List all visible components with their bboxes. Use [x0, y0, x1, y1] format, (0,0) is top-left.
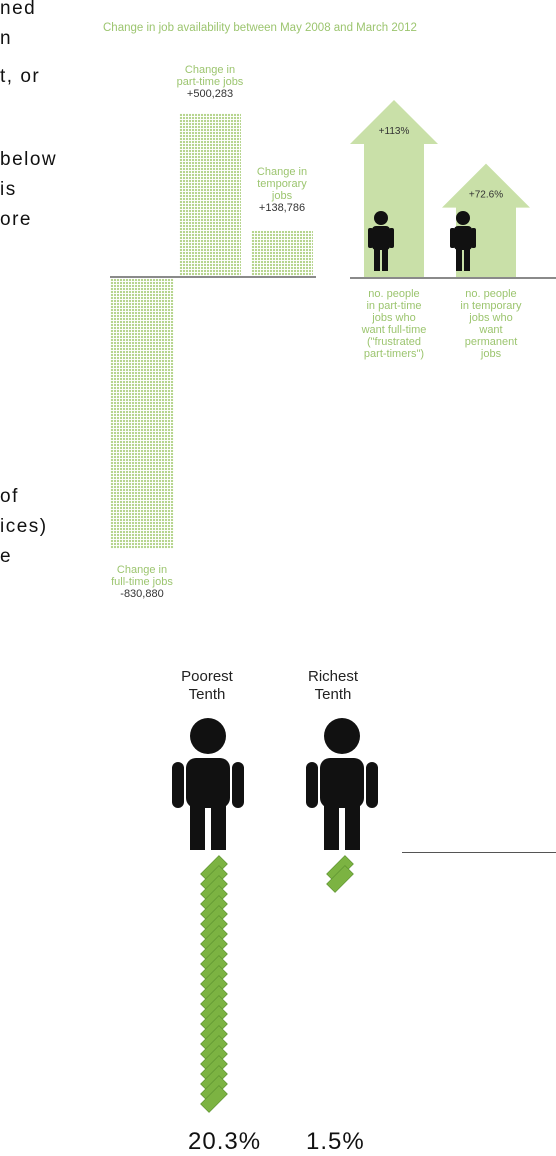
person-icon — [450, 211, 476, 271]
category-label: no. people — [465, 288, 517, 300]
arrow-category-label: no. people in part-time jobs who want fu… — [350, 288, 438, 360]
category-label: in temporary — [460, 300, 522, 312]
value-label-poorest: 20.3% — [188, 1128, 262, 1155]
category-label: want full-time — [361, 324, 427, 336]
value-label: -830,880 — [120, 588, 164, 600]
arrow-value-label: +113% — [379, 126, 410, 137]
value-label: +500,283 — [186, 88, 234, 100]
category-label: part-timers") — [363, 348, 425, 360]
category-label: want — [479, 324, 503, 336]
text-fragment: t, or — [0, 66, 41, 87]
label-full-time: Change in full-time jobs -830,880 — [100, 564, 184, 600]
zero-axis — [110, 276, 316, 278]
chart-title: Change in job availability between May 2… — [103, 22, 417, 34]
text-fragment: of — [0, 486, 19, 507]
text-fragment: ore — [0, 209, 32, 230]
arrow-temporary — [442, 163, 530, 278]
text-fragment: ned — [0, 0, 37, 19]
category-label: Change in — [116, 564, 168, 576]
label-temporary: Change in temporary jobs +138,786 — [248, 166, 316, 214]
category-label: Change in — [256, 166, 308, 178]
arrow-category-label: no. people in temporary jobs who want pe… — [446, 288, 536, 360]
person-icon — [368, 211, 394, 271]
banknote-stacks — [200, 855, 354, 1113]
category-label: jobs who — [372, 312, 416, 324]
person-icon — [172, 718, 244, 850]
label-part-time: Change in part-time jobs +500,283 — [172, 64, 248, 100]
category-label: jobs who — [469, 312, 513, 324]
category-label: Richest — [307, 668, 359, 685]
category-label: temporary — [257, 178, 307, 190]
category-label: no. people — [368, 288, 420, 300]
category-label: part-time jobs — [176, 76, 244, 88]
category-label: Tenth — [314, 686, 352, 703]
category-label-richest: Richest Tenth — [294, 668, 372, 704]
category-label: Tenth — [188, 686, 226, 703]
text-fragment: below — [0, 149, 58, 170]
person-icon — [306, 718, 378, 850]
banknote-mark — [326, 865, 354, 893]
bar-full-time — [110, 278, 174, 549]
category-label: in part-time — [366, 300, 422, 312]
category-label: jobs — [480, 348, 502, 360]
arrow-chart-svg: +113% +72.6% — [350, 100, 556, 279]
value-label: +138,786 — [258, 202, 306, 214]
banknote-mark — [200, 1085, 228, 1113]
text-fragment: ices) — [0, 516, 48, 537]
category-label: permanent — [464, 336, 518, 348]
bar-temporary — [251, 231, 313, 276]
baseline — [402, 852, 556, 853]
value-label-richest: 1.5% — [306, 1128, 365, 1155]
category-label: Change in — [184, 64, 236, 76]
category-label: ("frustrated — [366, 336, 422, 348]
text-fragment: is — [0, 179, 17, 200]
bar-part-time — [179, 113, 241, 276]
category-label: Poorest — [181, 668, 233, 685]
category-label: full-time jobs — [111, 576, 173, 588]
text-fragment: n — [0, 28, 13, 49]
category-label: jobs — [271, 190, 293, 202]
category-label-poorest: Poorest Tenth — [168, 668, 246, 704]
arrow-value-label: +72.6% — [469, 190, 503, 201]
text-fragment: e — [0, 546, 13, 567]
